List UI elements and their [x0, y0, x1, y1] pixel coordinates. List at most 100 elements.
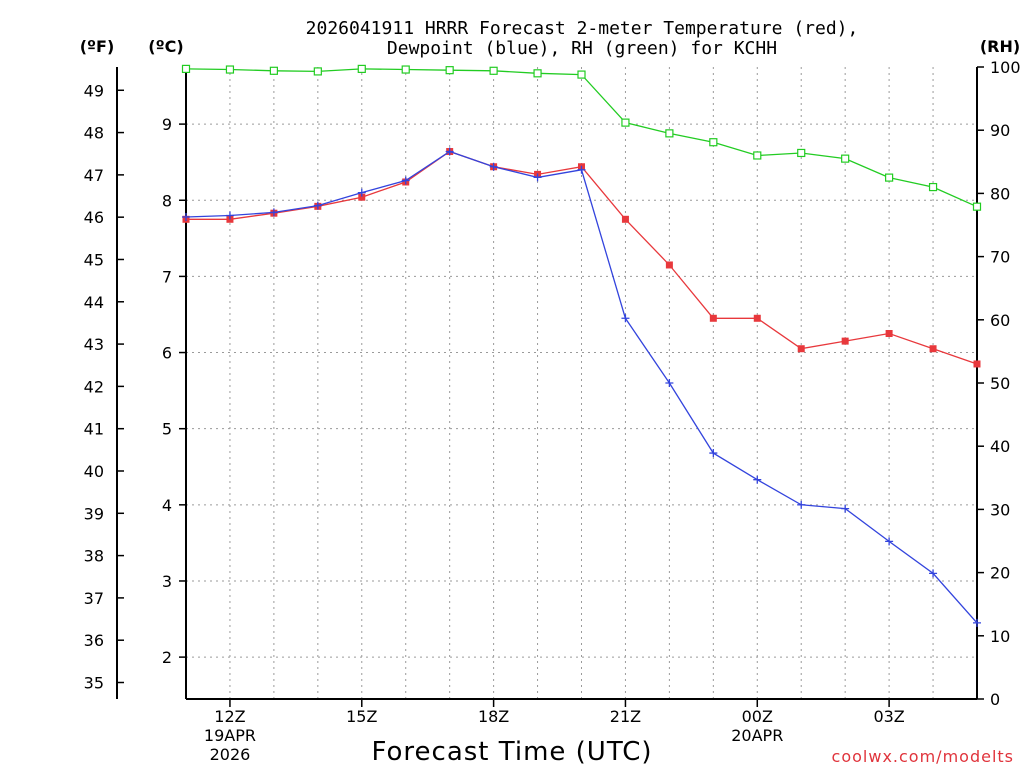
temperature-point	[753, 314, 761, 322]
dewpoint-point	[797, 500, 806, 509]
x-tick-label: 03Z	[873, 707, 904, 726]
axes	[116, 66, 984, 707]
dewpoint-point	[357, 188, 366, 197]
rh-point	[665, 129, 674, 138]
dewpoint-point	[973, 618, 981, 627]
credit-text: coolwx.com/modelts	[832, 747, 1014, 766]
tick-labels: 3536373839404142434445464748492345678901…	[84, 58, 1021, 764]
celsius-tick-label: 2	[162, 648, 172, 667]
x-tick-year-label: 2026	[210, 745, 251, 764]
fahrenheit-tick-label: 47	[84, 166, 104, 185]
chart-title-line2: Dewpoint (blue), RH (green) for KCHH	[387, 38, 777, 59]
chart-title-line1: 2026041911 HRRR Forecast 2-meter Tempera…	[306, 18, 859, 39]
fahrenheit-tick-label: 36	[84, 631, 104, 650]
rh-tick-label: 40	[990, 437, 1010, 456]
rh-point	[709, 138, 718, 147]
rh-tick-label: 20	[990, 564, 1010, 583]
data-series	[181, 64, 982, 627]
dewpoint-point	[577, 165, 586, 174]
dewpoint-point	[885, 537, 894, 546]
dewpoint-point	[182, 213, 190, 222]
dewpoint-point	[445, 147, 454, 156]
dewpoint-point	[533, 173, 542, 182]
x-tick-label: 12Z	[214, 707, 245, 726]
fahrenheit-tick-label: 49	[84, 81, 104, 100]
rh-point	[357, 64, 366, 73]
fahrenheit-tick-label: 42	[84, 377, 104, 396]
temperature-point	[621, 215, 629, 223]
celsius-tick-label: 3	[162, 572, 172, 591]
temperature-point	[885, 330, 893, 338]
rh-point	[181, 64, 191, 73]
rh-point	[753, 151, 762, 160]
rh-point	[841, 154, 850, 163]
rh-point	[928, 182, 938, 192]
fahrenheit-tick-label: 35	[84, 674, 104, 693]
fahrenheit-tick-label: 44	[84, 293, 104, 312]
rh-point	[401, 65, 410, 74]
rh-tick-label: 90	[990, 121, 1010, 140]
rh-tick-label: 0	[990, 690, 1000, 709]
celsius-tick-label: 5	[162, 420, 172, 439]
dewpoint-point	[489, 162, 498, 171]
rh-tick-label: 60	[990, 311, 1010, 330]
dewpoint-point	[709, 449, 718, 458]
celsius-tick-label: 4	[162, 496, 172, 515]
rh-point	[972, 202, 982, 211]
rh-point	[621, 118, 630, 127]
gridlines	[186, 67, 977, 699]
x-tick-date-label: 20APR	[731, 726, 783, 745]
x-tick-label: 18Z	[478, 707, 509, 726]
rh-point	[577, 70, 586, 79]
temperature-point	[841, 337, 849, 345]
fahrenheit-unit-label: (ºF)	[80, 37, 115, 56]
dewpoint-point	[841, 504, 850, 513]
rh-unit-label: (RH)	[980, 37, 1020, 56]
x-tick-label: 00Z	[742, 707, 773, 726]
dewpoint-point	[929, 569, 938, 578]
temperature-point	[709, 314, 717, 322]
celsius-tick-label: 6	[162, 344, 172, 363]
fahrenheit-tick-label: 43	[84, 335, 104, 354]
fahrenheit-tick-label: 41	[84, 420, 104, 439]
rh-point	[533, 69, 542, 78]
dewpoint-point	[313, 201, 322, 210]
rh-tick-label: 70	[990, 248, 1010, 267]
rh-tick-label: 10	[990, 627, 1010, 646]
x-tick-label: 15Z	[346, 707, 377, 726]
celsius-unit-label: (ºC)	[148, 37, 183, 56]
fahrenheit-tick-label: 39	[84, 504, 104, 523]
fahrenheit-tick-label: 48	[84, 124, 104, 143]
temperature-point	[665, 261, 673, 269]
fahrenheit-tick-label: 37	[84, 589, 104, 608]
rh-point	[885, 173, 894, 182]
rh-point	[489, 66, 498, 75]
rh-point	[225, 65, 235, 74]
fahrenheit-tick-label: 45	[84, 250, 104, 269]
dewpoint-point	[621, 314, 630, 323]
rh-point	[313, 67, 322, 76]
dewpoint-point	[665, 379, 674, 387]
rh-point	[797, 148, 806, 158]
rh-tick-label: 100	[990, 58, 1021, 77]
temperature-point	[358, 193, 366, 201]
dewpoint-line	[185, 150, 978, 624]
celsius-tick-label: 9	[162, 115, 172, 134]
temperature-point	[929, 345, 937, 353]
rh-line	[185, 68, 978, 208]
temperature-point	[797, 345, 805, 353]
dewpoint-point	[225, 211, 234, 220]
rh-tick-label: 30	[990, 500, 1010, 519]
fahrenheit-tick-label: 40	[84, 462, 104, 481]
dewpoint-point	[753, 475, 762, 484]
x-axis-label: Forecast Time (UTC)	[371, 737, 652, 767]
fahrenheit-tick-label: 38	[84, 547, 104, 566]
fahrenheit-tick-label: 46	[84, 208, 104, 227]
celsius-tick-label: 8	[162, 191, 172, 210]
celsius-tick-label: 7	[162, 267, 172, 286]
temperature-point	[973, 360, 981, 368]
rh-point	[445, 66, 454, 75]
x-tick-date-label: 19APR	[204, 726, 256, 745]
dewpoint-point	[401, 176, 410, 185]
